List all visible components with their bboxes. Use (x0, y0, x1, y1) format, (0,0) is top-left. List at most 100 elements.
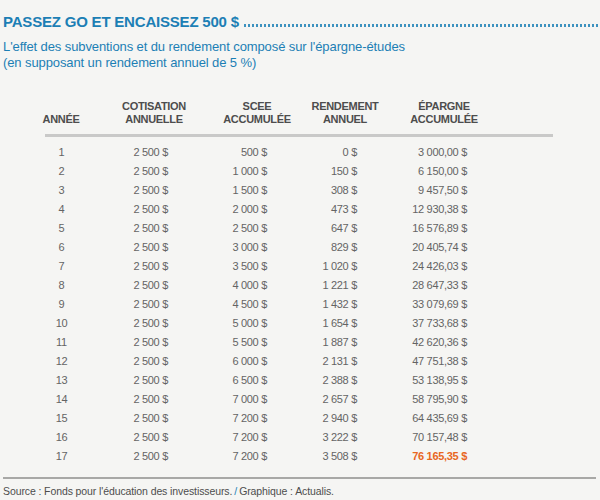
cell-scee: 7 200 $ (230, 428, 284, 447)
cell-annee: 5 (45, 219, 78, 238)
cell-scee: 2 500 $ (230, 219, 284, 238)
cell-epargne: 6 150,00 $ (406, 162, 482, 181)
cell-cotisation: 2 500 $ (78, 409, 230, 428)
infographic-page: PASSEZ GO ET ENCAISSEZ 500 $ L'effet des… (0, 0, 600, 466)
table-row: 7 2 500 $ 3 500 $ 1 020 $ 24 426,03 $ (45, 257, 553, 276)
cell-annee: 15 (45, 409, 78, 428)
subtitle-line-2: (en supposant un rendement annuel de 5 %… (3, 55, 600, 71)
cell-cotisation: 2 500 $ (78, 333, 230, 352)
cell-rendement: 2 657 $ (284, 390, 406, 409)
cell-cotisation: 2 500 $ (78, 276, 230, 295)
cell-cotisation: 2 500 $ (78, 143, 230, 162)
table-row: 11 2 500 $ 5 500 $ 1 887 $ 42 620,36 $ (45, 333, 553, 352)
cell-annee: 14 (45, 390, 78, 409)
cell-scee: 6 500 $ (230, 371, 284, 390)
cell-annee: 12 (45, 352, 78, 371)
footer: Source : Fonds pour l'éducation des inve… (3, 477, 596, 497)
cell-epargne: 9 457,50 $ (406, 181, 482, 200)
cell-cotisation: 2 500 $ (78, 162, 230, 181)
title-row: PASSEZ GO ET ENCAISSEZ 500 $ (3, 14, 600, 30)
subtitle: L'effet des subventions et du rendement … (3, 39, 600, 71)
cell-annee: 6 (45, 238, 78, 257)
page-title: PASSEZ GO ET ENCAISSEZ 500 $ (3, 14, 239, 30)
title-leader-dotted-line (244, 24, 600, 27)
cell-rendement: 1 432 $ (284, 295, 406, 314)
column-header-cotisation: COTISATION ANNUELLE (122, 100, 186, 126)
cell-cotisation: 2 500 $ (78, 447, 230, 466)
cell-rendement: 1 654 $ (284, 314, 406, 333)
cell-cotisation: 2 500 $ (78, 371, 230, 390)
cell-cotisation: 2 500 $ (78, 314, 230, 333)
cell-scee: 3 000 $ (230, 238, 284, 257)
table-row: 9 2 500 $ 4 500 $ 1 432 $ 33 079,69 $ (45, 295, 553, 314)
cell-epargne: 42 620,36 $ (406, 333, 482, 352)
table-row: 6 2 500 $ 3 000 $ 829 $ 20 405,74 $ (45, 238, 553, 257)
cell-scee: 5 000 $ (230, 314, 284, 333)
cell-epargne: 53 138,95 $ (406, 371, 482, 390)
cell-scee: 6 000 $ (230, 352, 284, 371)
cell-scee: 5 500 $ (230, 333, 284, 352)
cell-rendement: 1 221 $ (284, 276, 406, 295)
cell-annee: 7 (45, 257, 78, 276)
table-header: ANNÉE COTISATION ANNUELLE SCEE ACCUMULÉE… (45, 91, 553, 137)
cell-rendement: 3 508 $ (284, 447, 406, 466)
cell-rendement: 0 $ (284, 143, 406, 162)
cell-annee: 10 (45, 314, 78, 333)
cell-cotisation: 2 500 $ (78, 238, 230, 257)
cell-annee: 2 (45, 162, 78, 181)
table-row: 2 2 500 $ 1 000 $ 150 $ 6 150,00 $ (45, 162, 553, 181)
cell-epargne: 70 157,48 $ (406, 428, 482, 447)
cell-scee: 4 500 $ (230, 295, 284, 314)
cell-rendement: 2 388 $ (284, 371, 406, 390)
cell-annee: 16 (45, 428, 78, 447)
cell-epargne: 47 751,38 $ (406, 352, 482, 371)
cell-cotisation: 2 500 $ (78, 390, 230, 409)
cell-rendement: 1 020 $ (284, 257, 406, 276)
cell-annee: 17 (45, 447, 78, 466)
table-row: 1 2 500 $ 500 $ 0 $ 3 000,00 $ (45, 143, 553, 162)
table-row: 10 2 500 $ 5 000 $ 1 654 $ 37 733,68 $ (45, 314, 553, 333)
cell-annee: 4 (45, 200, 78, 219)
cell-cotisation: 2 500 $ (78, 200, 230, 219)
cell-scee: 500 $ (230, 143, 284, 162)
cell-cotisation: 2 500 $ (78, 219, 230, 238)
source-text: Source : Fonds pour l'éducation des inve… (3, 485, 232, 497)
cell-annee: 3 (45, 181, 78, 200)
cell-rendement: 2 131 $ (284, 352, 406, 371)
cell-epargne: 16 576,89 $ (406, 219, 482, 238)
cell-epargne: 37 733,68 $ (406, 314, 482, 333)
cell-scee: 4 000 $ (230, 276, 284, 295)
cell-epargne: 28 647,33 $ (406, 276, 482, 295)
cell-rendement: 2 940 $ (284, 409, 406, 428)
column-header-annee: ANNÉE (42, 113, 79, 126)
table-row: 15 2 500 $ 7 200 $ 2 940 $ 64 435,69 $ (45, 409, 553, 428)
column-header-epargne: ÉPARGNE ACCUMULÉE (410, 100, 478, 126)
cell-rendement: 308 $ (284, 181, 406, 200)
cell-scee: 1 500 $ (230, 181, 284, 200)
cell-annee: 8 (45, 276, 78, 295)
cell-cotisation: 2 500 $ (78, 428, 230, 447)
table-body: 1 2 500 $ 500 $ 0 $ 3 000,00 $ 2 2 500 $… (45, 137, 553, 466)
cell-scee: 2 000 $ (230, 200, 284, 219)
cell-annee: 1 (45, 143, 78, 162)
column-header-scee: SCEE ACCUMULÉE (223, 100, 291, 126)
cell-scee: 1 000 $ (230, 162, 284, 181)
cell-scee: 7 000 $ (230, 390, 284, 409)
cell-cotisation: 2 500 $ (78, 352, 230, 371)
cell-epargne: 12 930,38 $ (406, 200, 482, 219)
cell-rendement: 3 222 $ (284, 428, 406, 447)
cell-epargne: 33 079,69 $ (406, 295, 482, 314)
subtitle-line-1: L'effet des subventions et du rendement … (3, 39, 600, 55)
source-separator: / (234, 485, 237, 497)
table-row: 4 2 500 $ 2 000 $ 473 $ 12 930,38 $ (45, 200, 553, 219)
cell-epargne: 3 000,00 $ (406, 143, 482, 162)
table-row: 14 2 500 $ 7 000 $ 2 657 $ 58 795,90 $ (45, 390, 553, 409)
column-header-rendement: RENDEMENT ANNUEL (312, 100, 379, 126)
cell-scee: 7 200 $ (230, 409, 284, 428)
cell-epargne: 58 795,90 $ (406, 390, 482, 409)
cell-rendement: 473 $ (284, 200, 406, 219)
cell-annee: 11 (45, 333, 78, 352)
cell-cotisation: 2 500 $ (78, 257, 230, 276)
cell-rendement: 1 887 $ (284, 333, 406, 352)
cell-rendement: 829 $ (284, 238, 406, 257)
